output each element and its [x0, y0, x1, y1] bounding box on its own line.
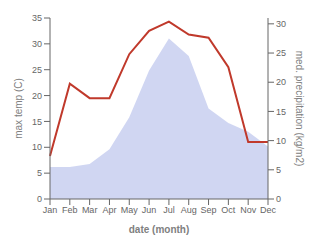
svg-text:Jun: Jun — [142, 205, 157, 215]
svg-text:0: 0 — [37, 194, 42, 204]
svg-text:20: 20 — [276, 77, 286, 87]
svg-text:Mar: Mar — [82, 205, 98, 215]
svg-text:20: 20 — [32, 91, 42, 101]
svg-text:5: 5 — [37, 168, 42, 178]
svg-text:Oct: Oct — [221, 205, 236, 215]
svg-text:5: 5 — [276, 165, 281, 175]
svg-text:10: 10 — [32, 142, 42, 152]
svg-text:May: May — [121, 205, 139, 215]
svg-text:0: 0 — [276, 194, 281, 204]
svg-text:date (month): date (month) — [129, 224, 190, 235]
svg-text:med. precipitation (kg/m2): med. precipitation (kg/m2) — [294, 51, 305, 167]
svg-text:35: 35 — [32, 13, 42, 23]
svg-text:Aug: Aug — [181, 205, 197, 215]
svg-text:15: 15 — [276, 107, 286, 117]
svg-text:Jan: Jan — [43, 205, 58, 215]
svg-text:Feb: Feb — [62, 205, 78, 215]
svg-text:Sep: Sep — [201, 205, 217, 215]
svg-text:15: 15 — [32, 117, 42, 127]
svg-text:max temp (C): max temp (C) — [13, 78, 24, 139]
svg-text:Nov: Nov — [240, 205, 257, 215]
svg-text:10: 10 — [276, 136, 286, 146]
svg-text:Jul: Jul — [163, 205, 175, 215]
svg-text:30: 30 — [276, 19, 286, 29]
svg-text:Apr: Apr — [102, 205, 116, 215]
svg-text:25: 25 — [32, 65, 42, 75]
svg-text:Dec: Dec — [260, 205, 277, 215]
svg-text:30: 30 — [32, 39, 42, 49]
svg-text:25: 25 — [276, 48, 286, 58]
